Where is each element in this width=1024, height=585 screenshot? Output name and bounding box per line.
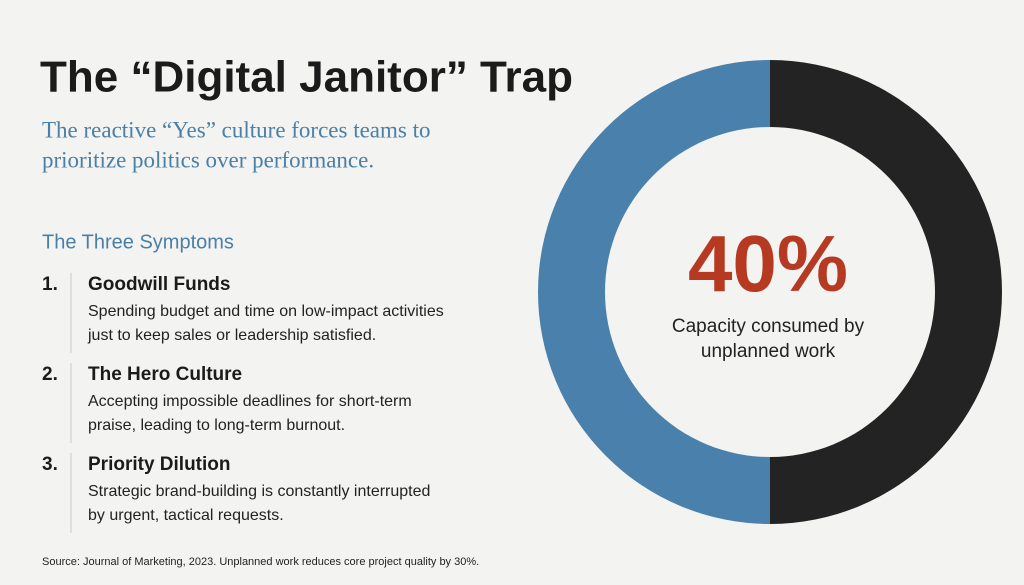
- subtitle-line: The reactive “Yes” culture forces teams …: [42, 117, 431, 142]
- highlight-value: 40%: [688, 219, 848, 308]
- symptom-body: Spending budget and time on low-impact a…: [88, 303, 444, 320]
- symptom-body: praise, leading to long-term burnout.: [88, 417, 345, 434]
- symptom-heading: The Hero Culture: [88, 364, 242, 385]
- subtitle-line: prioritize politics over performance.: [42, 147, 374, 172]
- donut-segment: [538, 60, 770, 524]
- donut-segment: [770, 60, 1002, 524]
- symptom-number: 3.: [42, 454, 58, 475]
- highlight-caption: Capacity consumed by: [672, 316, 865, 337]
- section-title: The Three Symptoms: [42, 231, 234, 253]
- symptom-body: by urgent, tactical requests.: [88, 507, 284, 524]
- symptom-body: Strategic brand-building is constantly i…: [88, 483, 430, 500]
- symptom-number: 1.: [42, 274, 58, 295]
- symptom-number: 2.: [42, 364, 58, 385]
- title: The “Digital Janitor” Trap: [40, 53, 573, 102]
- symptom-heading: Priority Dilution: [88, 454, 231, 475]
- symptom-body: Accepting impossible deadlines for short…: [88, 393, 412, 410]
- source: Source: Journal of Marketing, 2023. Unpl…: [42, 556, 479, 568]
- donut-chart: [538, 60, 1002, 524]
- symptom-body: just to keep sales or leadership satisfi…: [87, 327, 376, 344]
- highlight-caption: unplanned work: [701, 341, 836, 362]
- symptom-heading: Goodwill Funds: [88, 274, 230, 295]
